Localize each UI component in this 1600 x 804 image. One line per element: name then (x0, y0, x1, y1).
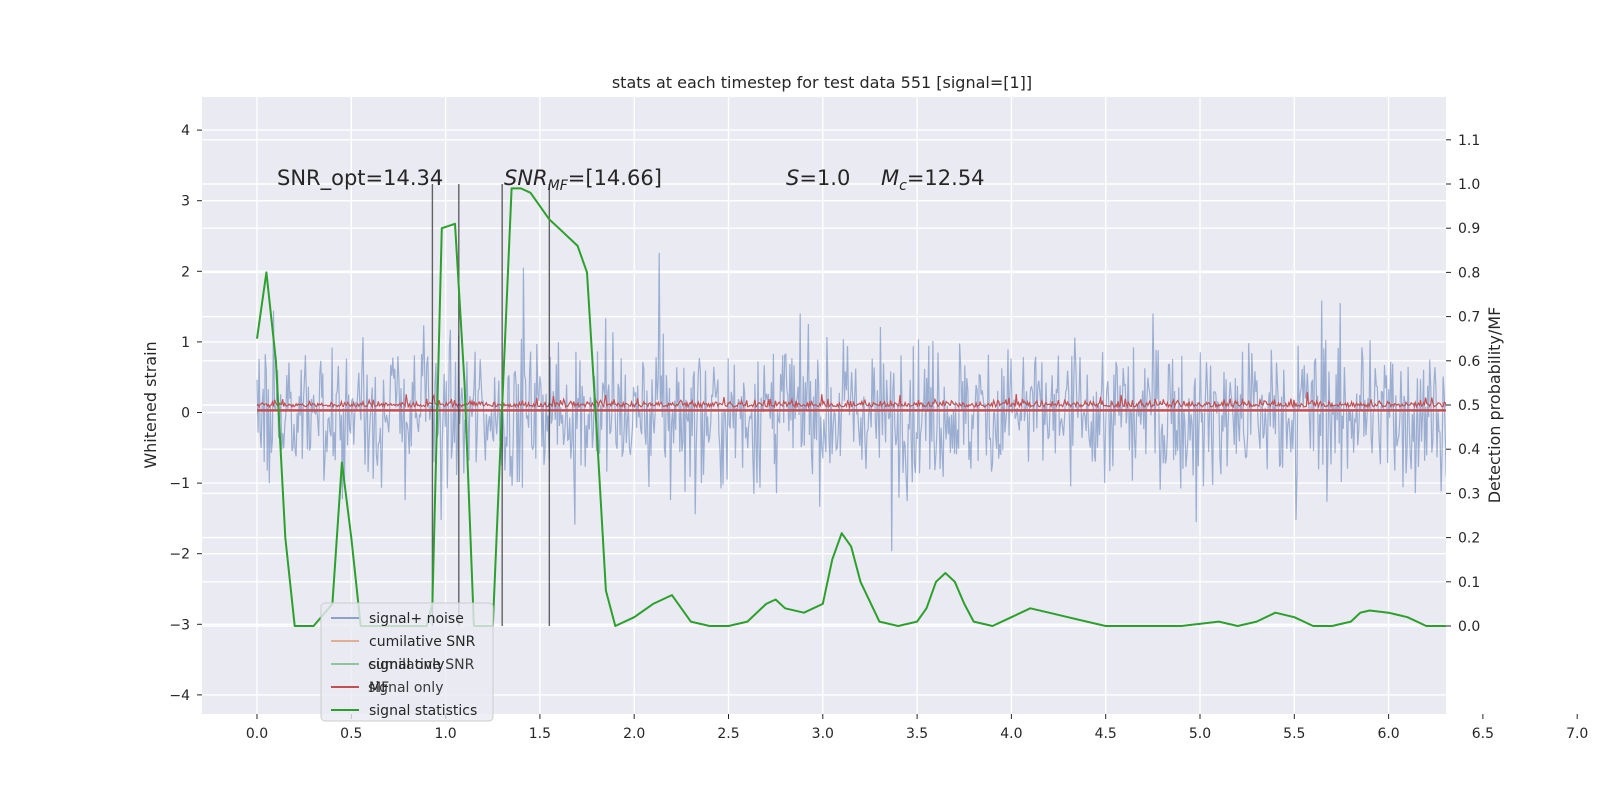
x-tick-label: 3.0 (812, 726, 834, 742)
legend-label: MF (369, 680, 389, 696)
y2-tick-label: 1.0 (1458, 177, 1480, 193)
annotation-snr-mf: SNRMF=[14.66] (504, 166, 662, 194)
x-tick-label: 2.5 (717, 726, 739, 742)
signal-noise-trace (256, 252, 1446, 552)
x-tick-label: 1.5 (529, 726, 551, 742)
x-tick-label: 5.5 (1283, 726, 1305, 742)
legend-label: signal+ noise (369, 611, 464, 627)
y-tick-label: 4 (181, 123, 190, 139)
gridlines (202, 97, 1578, 714)
legend-label: cumilative SNR (369, 634, 476, 650)
y2-tick-label: 0.9 (1458, 221, 1480, 237)
legend-label: signal only (369, 657, 444, 673)
y2-tick-label: 0.3 (1458, 486, 1480, 502)
y-tick-label: 2 (181, 264, 190, 280)
x-tick-label: 1.0 (434, 726, 456, 742)
x-tick-label: 3.5 (906, 726, 928, 742)
y2-tick-label: 1.1 (1458, 133, 1480, 149)
y2-tick-label: 0.7 (1458, 310, 1480, 326)
x-tick-label: 0.5 (340, 726, 362, 742)
y2-axis-label: Detection probability/MF (1485, 307, 1504, 504)
y-tick-label: −3 (169, 617, 190, 633)
y2-tick-label: 0.8 (1458, 265, 1480, 281)
y2-tick-label: 0.5 (1458, 398, 1480, 414)
x-axis-ticks: 0.0 0.5 1.0 1.5 2.0 2.5 3.0 3.5 4.0 4.5 5.0 5.5 6.0 6… (246, 714, 1588, 742)
y-axis-ticks: −4 −3 −2 −1 0 1 2 3 4 (169, 123, 202, 704)
y2-tick-label: 0.0 (1458, 619, 1480, 635)
annotation-mc: Mc=12.54 (881, 166, 985, 194)
y2-axis-ticks: 0.0 0.1 0.2 0.3 0.4 0.5 0.6 0.7 0.8 0.9 1.0 1.1 (1446, 133, 1480, 635)
legend-ghost-label: cumilative SNR (368, 657, 475, 673)
x-tick-label: 5.0 (1189, 726, 1211, 742)
y-tick-label: −2 (169, 547, 190, 563)
y-tick-label: 3 (181, 194, 190, 210)
y2-tick-label: 0.4 (1458, 442, 1480, 458)
series-mf (256, 391, 1446, 412)
series-signal-noise (256, 252, 1446, 552)
x-tick-label: 6.5 (1472, 726, 1494, 742)
annotation-s: S=1.0 (786, 166, 850, 190)
x-tick-label: 6.0 (1377, 726, 1399, 742)
y-axis-label: Whitened strain (141, 341, 160, 468)
mf-trace (256, 391, 1446, 410)
y-tick-label: −1 (169, 476, 190, 492)
legend-label: signal statistics (369, 703, 477, 719)
y2-tick-label: 0.6 (1458, 354, 1480, 370)
x-tick-label: 0.0 (246, 726, 268, 742)
chart-title: stats at each timestep for test data 551… (612, 73, 1032, 92)
y2-tick-label: 0.2 (1458, 531, 1480, 547)
x-tick-label: 2.0 (623, 726, 645, 742)
x-tick-label: 4.0 (1000, 726, 1022, 742)
y-tick-label: 1 (181, 335, 190, 351)
y-tick-label: 0 (181, 406, 190, 422)
legend-box (320, 602, 494, 722)
y2-tick-label: 0.1 (1458, 575, 1480, 591)
x-tick-label: 4.5 (1095, 726, 1117, 742)
x-tick-label: 7.0 (1566, 726, 1588, 742)
y-tick-label: −4 (169, 688, 190, 704)
annotations: SNR_opt=14.34 SNRMF=[14.66] S=1.0 Mc=12.… (277, 166, 985, 194)
annotation-snr-opt: SNR_opt=14.34 (277, 166, 443, 191)
legend-ghost-label: signal only (368, 680, 443, 696)
